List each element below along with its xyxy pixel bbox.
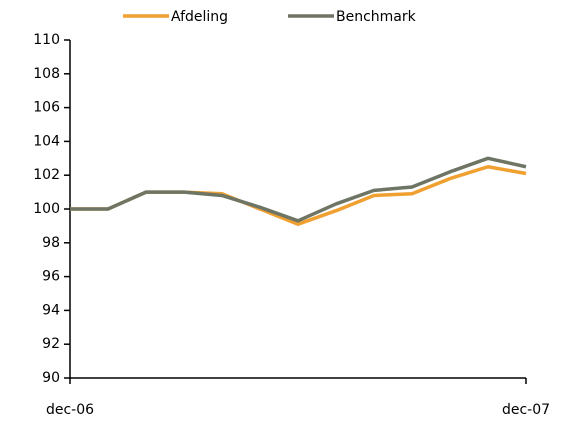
y-tick-label: 92 bbox=[42, 336, 60, 352]
legend-label: Benchmark bbox=[336, 9, 417, 25]
y-tick-label: 106 bbox=[33, 100, 60, 116]
y-tick-label: 100 bbox=[33, 201, 60, 217]
y-tick-label: 94 bbox=[42, 302, 60, 318]
x-tick-label: dec-06 bbox=[46, 402, 94, 418]
y-tick-label: 90 bbox=[42, 370, 60, 386]
legend-label: Afdeling bbox=[171, 9, 228, 25]
x-tick-label: dec-07 bbox=[502, 402, 550, 418]
y-tick-label: 98 bbox=[42, 235, 60, 251]
y-tick-label: 102 bbox=[33, 167, 60, 183]
series-line bbox=[70, 156, 527, 223]
y-tick-label: 96 bbox=[42, 269, 60, 285]
y-tick-label: 108 bbox=[33, 66, 60, 82]
y-tick-label: 110 bbox=[33, 32, 60, 48]
y-tick-label: 104 bbox=[33, 133, 60, 149]
